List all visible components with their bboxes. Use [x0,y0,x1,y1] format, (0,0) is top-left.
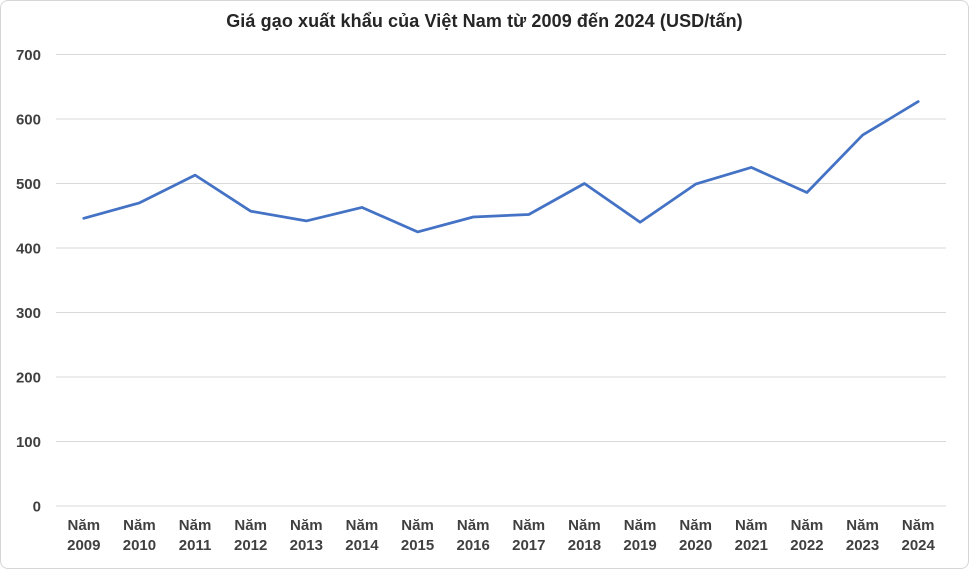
x-axis-tick-label: Năm 2010 [123,517,156,554]
x-axis-tick-label: Năm 2016 [457,517,490,554]
y-axis-tick-label: 400 [16,241,41,258]
x-axis-tick-label: Năm 2017 [512,517,545,554]
x-axis-tick-label: Năm 2013 [290,517,323,554]
x-axis-tick-label: Năm 2021 [735,517,768,554]
x-axis-tick-label: Năm 2012 [234,517,267,554]
x-axis-tick-label: Năm 2014 [345,517,379,554]
y-axis-tick-label: 300 [16,305,41,322]
x-axis-tick-label: Năm 2022 [790,517,823,554]
x-axis-tick-label: Năm 2009 [67,517,100,554]
x-axis-tick-label: Năm 2018 [568,517,601,554]
y-axis-tick-label: 600 [16,112,41,129]
y-axis-tick-label: 700 [16,47,41,64]
y-axis-tick-label: 0 [33,499,41,516]
x-axis-tick-label: Năm 2020 [679,517,712,554]
x-axis-tick-label: Năm 2015 [401,517,434,554]
x-axis-tick-label: Năm 2023 [846,517,879,554]
x-axis-tick-label: Năm 2011 [179,517,212,554]
data-series-line [82,100,920,234]
x-axis-tick-label: Năm 2024 [902,517,936,554]
y-axis-tick-label: 100 [16,434,41,451]
chart-title: Giá gạo xuất khẩu của Việt Nam từ 2009 đ… [226,11,743,31]
y-axis-tick-label: 500 [16,176,41,193]
x-axis-tick-label: Năm 2019 [623,517,656,554]
y-axis-tick-label: 200 [16,370,41,387]
